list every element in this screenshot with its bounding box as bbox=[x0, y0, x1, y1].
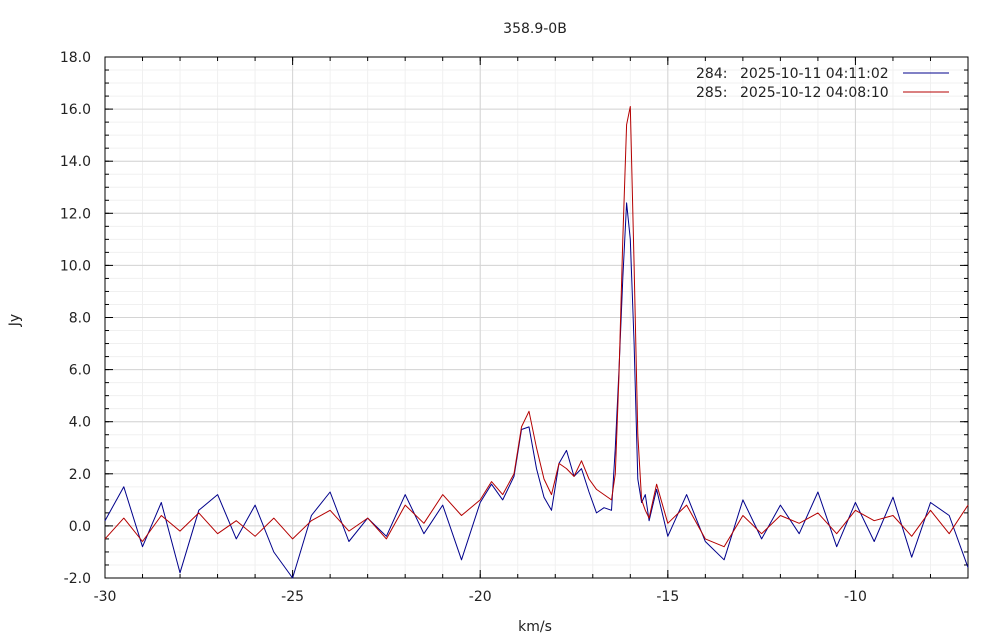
grid bbox=[104, 56, 969, 579]
series-line-1 bbox=[104, 106, 969, 548]
y-tick-label: -2.0 bbox=[64, 571, 91, 587]
y-tick-label: 16.0 bbox=[60, 102, 91, 118]
x-tick-label: -30 bbox=[94, 589, 117, 605]
x-tick-label: -20 bbox=[469, 589, 492, 605]
x-tick-label: -15 bbox=[656, 589, 679, 605]
y-tick-label: 10.0 bbox=[60, 258, 91, 274]
y-tick-label: 18.0 bbox=[60, 50, 91, 66]
legend-id-0: 284: bbox=[696, 66, 727, 82]
y-tick-label: 12.0 bbox=[60, 206, 91, 222]
y-tick-label: 14.0 bbox=[60, 154, 91, 170]
y-tick-label: 4.0 bbox=[69, 415, 91, 431]
y-axis-label: Jy bbox=[7, 314, 23, 327]
axis-ticks: -30 -25 -20 -15 -10 -2.0 0.0 2.0 4.0 6.0 8.0 10.0 12… bbox=[60, 50, 969, 605]
y-tick-label: 6.0 bbox=[69, 363, 91, 379]
legend-label-0: 2025-10-11 04:11:02 bbox=[740, 66, 889, 82]
y-tick-label: 0.0 bbox=[69, 519, 91, 535]
series-layer bbox=[104, 106, 969, 579]
x-axis-label: km/s bbox=[518, 619, 552, 635]
legend: 284: 2025-10-11 04:11:02 285: 2025-10-12 04… bbox=[696, 66, 949, 101]
x-tick-label: -10 bbox=[844, 589, 867, 605]
legend-label-1: 2025-10-12 04:08:10 bbox=[740, 85, 889, 101]
x-tick-label: -25 bbox=[281, 589, 304, 605]
y-tick-label: 8.0 bbox=[69, 311, 91, 327]
chart-title: 358.9-0B bbox=[503, 21, 567, 37]
y-tick-label: 2.0 bbox=[69, 467, 91, 483]
legend-id-1: 285: bbox=[696, 85, 727, 101]
